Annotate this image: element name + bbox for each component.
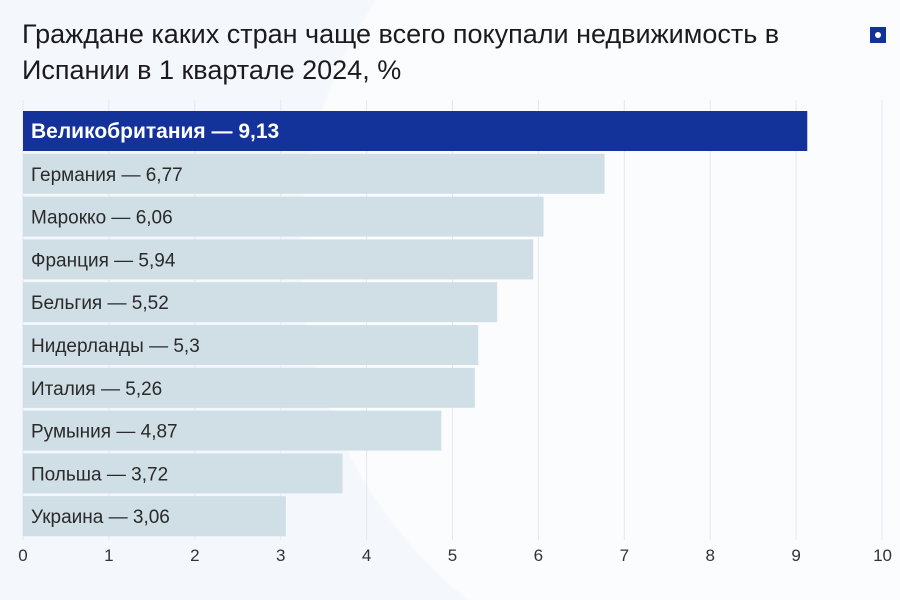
x-tick-label: 4 xyxy=(362,546,371,565)
bar xyxy=(23,111,808,151)
chart-title: Граждане каких стран чаще всего покупали… xyxy=(22,19,780,85)
bar xyxy=(23,153,605,194)
bar-label: Марокко — 6,06 xyxy=(31,208,173,229)
bar-label: Германия — 6,77 xyxy=(31,165,183,186)
bar-label: Украина — 3,06 xyxy=(31,507,170,528)
bar xyxy=(23,453,343,494)
x-tick-label: 1 xyxy=(104,546,113,565)
bar-label: Бельгия — 5,52 xyxy=(31,293,169,314)
x-tick-label: 5 xyxy=(448,546,457,565)
x-tick-label: 10 xyxy=(873,546,892,565)
square-dot-logo-icon xyxy=(870,27,886,43)
x-tick-label: 6 xyxy=(534,546,543,565)
x-tick-label: 8 xyxy=(705,546,714,565)
bar-label: Румыния — 4,87 xyxy=(31,422,178,443)
bar-label: Нидерланды — 5,3 xyxy=(31,336,200,357)
x-tick-label: 9 xyxy=(791,546,800,565)
bar xyxy=(23,410,442,451)
x-tick-label: 2 xyxy=(190,546,199,565)
bar-label: Великобритания — 9,13 xyxy=(31,120,279,143)
x-tick-label: 3 xyxy=(276,546,285,565)
bar xyxy=(23,367,475,408)
bar-label: Италия — 5,26 xyxy=(31,379,162,400)
bar-label: Франция — 5,94 xyxy=(31,250,176,271)
bar xyxy=(23,325,479,365)
bar-label: Польша — 3,72 xyxy=(31,464,168,485)
bar xyxy=(23,496,286,537)
bar xyxy=(23,282,498,323)
bar xyxy=(23,239,534,280)
x-tick-label: 7 xyxy=(620,546,629,565)
x-tick-label: 0 xyxy=(18,546,27,565)
bar xyxy=(23,196,544,237)
